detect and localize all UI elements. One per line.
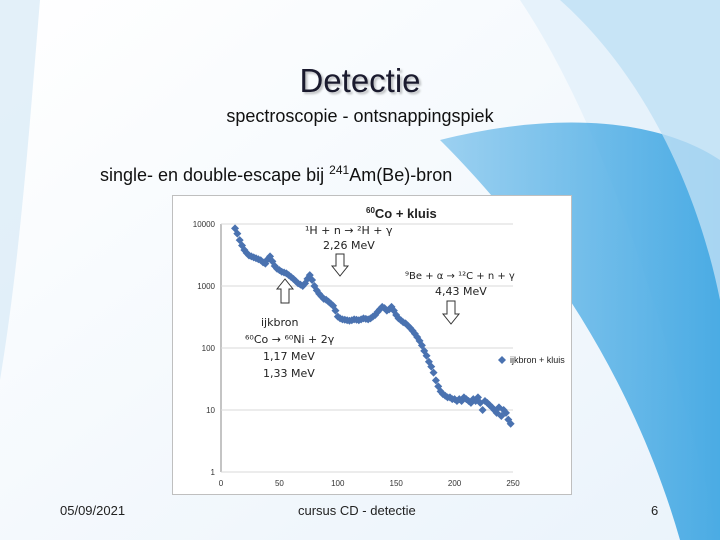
heading-suffix: Am(Be)-bron [349,165,453,185]
chart-points [231,224,515,428]
data-point [312,286,321,295]
data-point [235,236,244,245]
footer-date: 05/09/2021 [60,503,126,518]
annotation-cobalt: ijkbron ⁶⁰Co → ⁶⁰Ni + 2γ 1,17 MeV 1,33 M… [245,278,335,380]
data-point [242,249,251,258]
annotation-1-arrow-icon [330,253,350,277]
annotation-3-arrow-icon [275,278,295,304]
data-point [315,289,324,298]
heading-superscript: 241 [329,163,350,177]
annotation-3-line-1: ijkbron [261,316,298,329]
data-point [385,305,394,314]
x-tick-label: 250 [506,479,520,488]
data-point [233,229,242,238]
data-point [394,314,403,323]
chart-title-sup: 60 [366,206,375,215]
chart-title: 60Co + kluis [366,206,437,221]
chart-title-main: Co + kluis [375,206,437,221]
data-point [289,274,298,283]
annotation-3-line-4: 1,33 MeV [263,367,315,380]
y-tick-label: 10000 [193,220,216,229]
x-tick-label: 100 [331,479,345,488]
x-tick-label: 150 [390,479,404,488]
data-point [504,415,513,424]
annotation-2-arrow-icon [441,300,461,325]
data-point [506,419,515,428]
footer-course: cursus CD - detectie [298,503,416,518]
annotation-3-line-2: ⁶⁰Co → ⁶⁰Ni + 2γ [245,333,335,346]
data-point [331,306,340,315]
page-number: 6 [651,503,659,518]
data-point [408,326,417,335]
y-tick-label: 1 [211,468,216,477]
x-tick-label: 50 [275,479,284,488]
data-point [298,282,307,290]
heading-prefix: single- en double-escape bij [100,165,330,185]
data-point [429,368,438,377]
chart-grid [220,223,513,473]
chart-legend: ijkbron + kluis [498,355,565,365]
slide-subtitle: spectroscopie - ontsnappingspiek [226,106,494,126]
annotation-1-line-1: ¹H + n → ²H + γ [305,224,393,237]
y-tick-label: 100 [202,344,216,353]
data-point [373,308,382,317]
legend-marker [498,356,506,364]
data-point [380,304,389,313]
x-tick-label: 0 [219,479,224,488]
slide-heading: single- en double-escape bij 241Am(Be)-b… [100,163,452,186]
data-point [268,257,277,266]
data-point [308,275,317,284]
data-point [375,305,384,314]
data-point [427,362,436,371]
annotation-2-line-2: 4,43 MeV [435,285,487,298]
x-tick-label: 200 [448,479,462,488]
data-point [501,408,510,417]
y-tick-label: 10 [206,406,215,415]
data-point [478,406,487,414]
annotation-2-line-1: ⁹Be + α → ¹²C + n + γ [405,271,515,282]
chart-container: 1 10 100 1000 10000 0 50 100 150 200 250 60Co + kl… [172,195,572,495]
annotation-beryllium: ⁹Be + α → ¹²C + n + γ 4,43 MeV [405,271,515,325]
data-point [287,272,296,281]
data-point [431,376,440,385]
data-point [266,252,275,261]
data-point [422,351,431,360]
data-point [392,311,401,320]
data-point [240,246,249,255]
data-point [291,277,300,286]
annotation-deuterium: ¹H + n → ²H + γ 2,26 MeV [305,224,393,277]
data-point [317,292,326,301]
data-point [389,306,398,315]
annotation-3-line-3: 1,17 MeV [263,350,315,363]
spectrum-chart: 1 10 100 1000 10000 0 50 100 150 200 250 60Co + kl… [193,206,566,488]
annotation-1-line-2: 2,26 MeV [323,239,375,252]
y-tick-label: 1000 [197,282,215,291]
data-point [322,295,331,304]
data-point [301,279,310,288]
data-point [424,357,433,366]
legend-label: ijkbron + kluis [510,355,565,365]
data-point [420,346,429,355]
chart-ticks: 1 10 100 1000 10000 0 50 100 150 200 250 [193,220,520,488]
slide-title: Detectie [299,62,421,99]
data-point [256,256,265,265]
data-point [284,271,293,280]
